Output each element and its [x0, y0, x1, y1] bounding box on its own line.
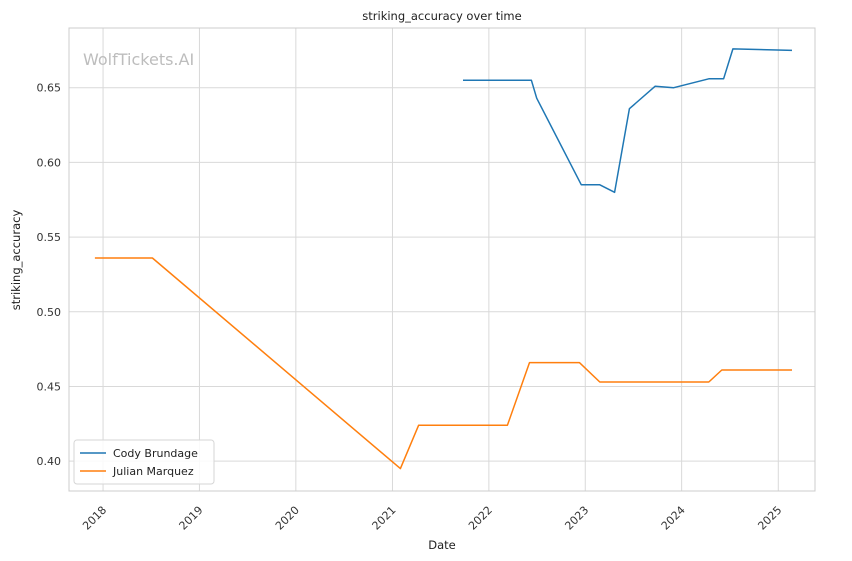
y-axis-label: striking_accuracy — [9, 210, 23, 311]
x-tick-label: 2024 — [659, 504, 688, 533]
grid — [69, 28, 815, 491]
x-axis-label: Date — [428, 538, 456, 552]
y-tick-label: 0.45 — [37, 380, 62, 393]
y-tick-label: 0.50 — [37, 306, 62, 319]
x-tick-label: 2018 — [80, 504, 109, 533]
y-tick-label: 0.40 — [37, 455, 62, 468]
y-axis-ticks: 0.40 0.45 0.50 0.55 0.60 0.65 — [37, 82, 62, 468]
x-axis-ticks: 2018 2019 2020 2021 2022 2023 2024 2025 — [80, 504, 784, 533]
legend-label-julian-marquez: Julian Marquez — [112, 465, 194, 478]
y-tick-label: 0.60 — [37, 156, 62, 169]
y-tick-label: 0.65 — [37, 82, 62, 95]
legend-label-cody-brundage: Cody Brundage — [113, 447, 198, 460]
x-tick-label: 2021 — [370, 504, 399, 533]
x-tick-label: 2019 — [177, 504, 206, 533]
x-tick-label: 2022 — [466, 504, 495, 533]
legend: Cody Brundage Julian Marquez — [73, 439, 215, 485]
x-tick-label: 2025 — [755, 504, 784, 533]
x-tick-label: 2020 — [273, 504, 302, 533]
x-tick-label: 2023 — [562, 504, 591, 533]
plot-frame — [68, 27, 816, 492]
series-line-julian-marquez — [94, 257, 792, 470]
series-line-cody-brundage — [463, 48, 793, 194]
plot-background — [69, 28, 815, 491]
chart-title: striking_accuracy over time — [362, 9, 521, 23]
series-layer — [94, 48, 793, 470]
watermark: WolfTickets.AI — [83, 50, 194, 69]
y-tick-label: 0.55 — [37, 231, 62, 244]
legend-box — [73, 439, 215, 485]
